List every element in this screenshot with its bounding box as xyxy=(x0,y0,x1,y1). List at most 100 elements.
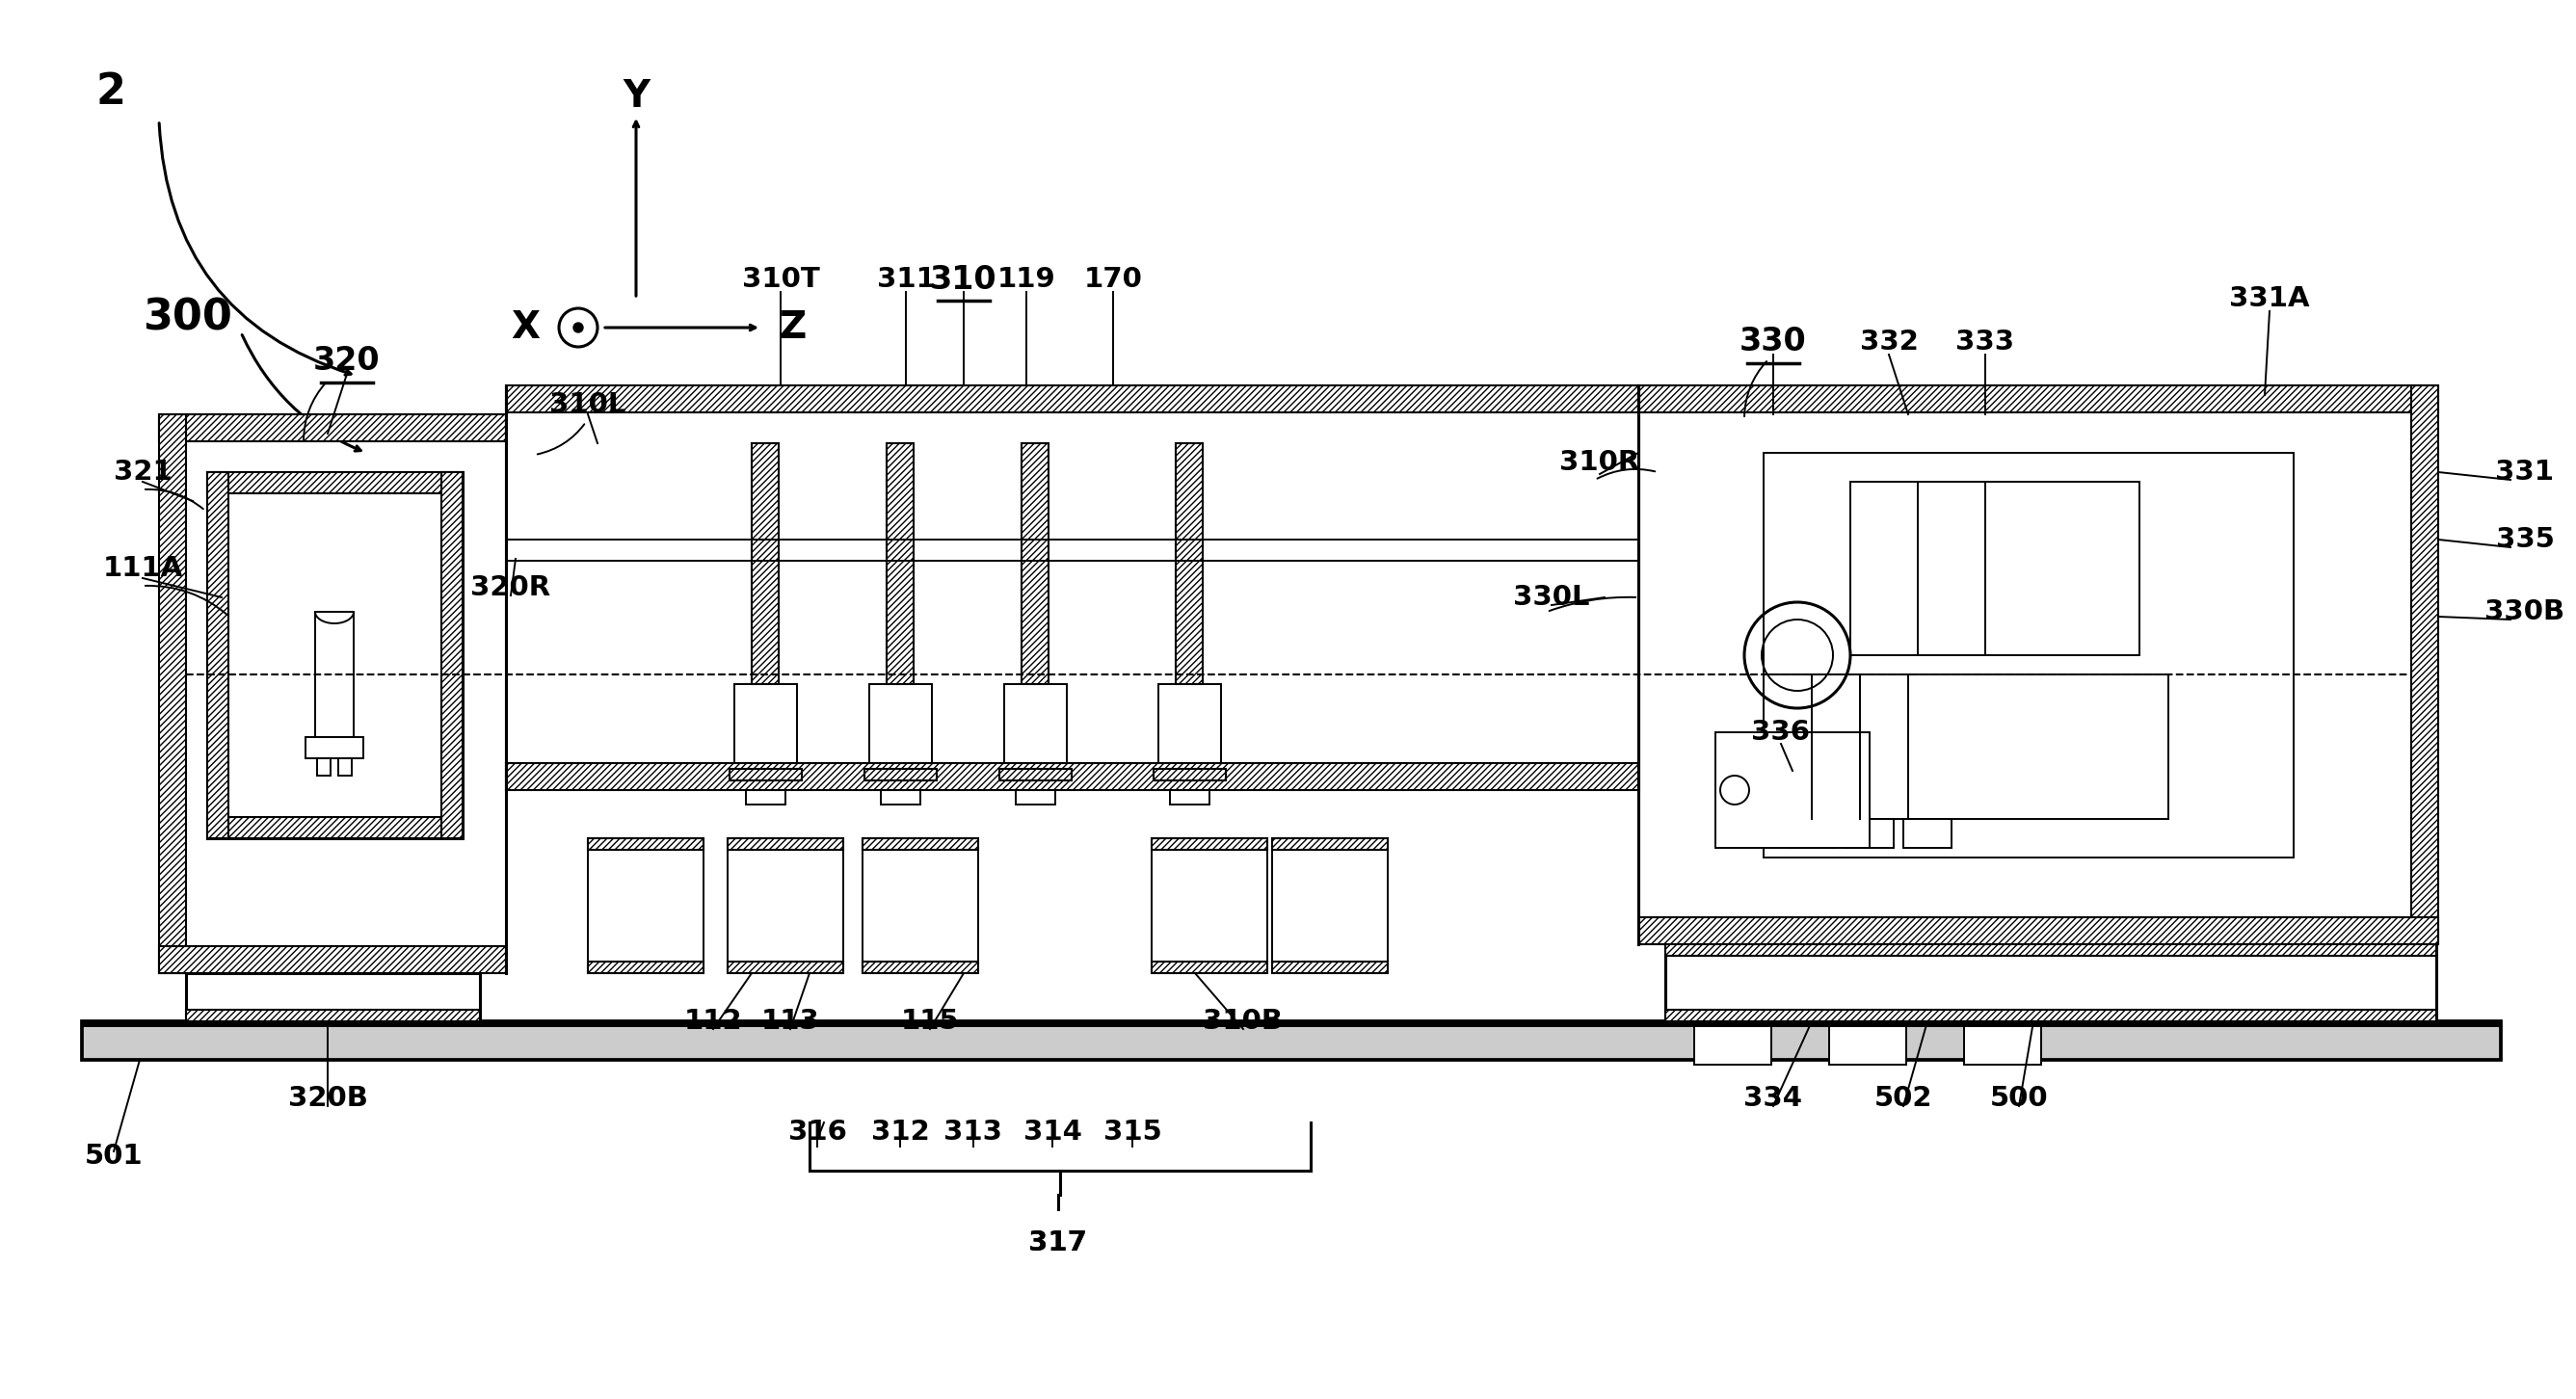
Bar xyxy=(1005,684,1066,781)
Bar xyxy=(999,769,1072,781)
Text: 315: 315 xyxy=(1103,1119,1162,1146)
Bar xyxy=(1765,453,2293,858)
Text: 331A: 331A xyxy=(2228,285,2311,312)
Text: 321: 321 xyxy=(113,459,173,485)
Text: 317: 317 xyxy=(1028,1230,1087,1256)
Bar xyxy=(160,414,505,441)
Text: 170: 170 xyxy=(1084,266,1141,292)
Bar xyxy=(160,414,185,974)
Bar xyxy=(1664,1010,2437,1021)
Text: 502: 502 xyxy=(1875,1084,1932,1112)
Text: 320: 320 xyxy=(314,346,381,378)
Bar xyxy=(868,684,933,781)
Text: 333: 333 xyxy=(1955,329,2014,355)
Bar xyxy=(1175,443,1203,684)
Bar xyxy=(1151,838,1267,974)
Bar xyxy=(726,961,842,974)
Text: 310R: 310R xyxy=(1558,449,1641,476)
Bar xyxy=(1765,674,2169,818)
Text: X: X xyxy=(510,309,541,346)
Text: 310T: 310T xyxy=(742,266,819,292)
Bar xyxy=(160,946,505,974)
Bar xyxy=(314,611,353,737)
Bar xyxy=(1844,818,1893,848)
Bar xyxy=(881,781,920,804)
Bar xyxy=(1151,961,1267,974)
Text: 332: 332 xyxy=(1860,329,1919,355)
Text: 111A: 111A xyxy=(103,555,183,582)
Bar xyxy=(206,471,464,838)
Bar xyxy=(2411,385,2439,944)
Text: 336: 336 xyxy=(1752,719,1811,746)
Bar xyxy=(1829,1021,1906,1065)
Text: 320R: 320R xyxy=(471,574,551,602)
Text: 313: 313 xyxy=(943,1119,1002,1146)
Bar xyxy=(1788,818,1837,848)
Bar xyxy=(1664,944,2437,1021)
Text: 500: 500 xyxy=(1989,1084,2048,1112)
Bar xyxy=(1695,1021,1772,1065)
Bar xyxy=(726,838,842,849)
Bar xyxy=(1638,918,2439,944)
Text: 2: 2 xyxy=(95,71,126,112)
Bar xyxy=(1850,481,2141,655)
Bar xyxy=(1963,1021,2040,1065)
Text: Z: Z xyxy=(778,309,806,346)
Text: 335: 335 xyxy=(2496,526,2555,553)
Bar xyxy=(866,769,938,781)
Text: 501: 501 xyxy=(85,1143,142,1170)
Bar xyxy=(82,1021,2501,1060)
Bar xyxy=(863,838,979,974)
Text: 311: 311 xyxy=(876,266,935,292)
Text: 330B: 330B xyxy=(2486,599,2566,625)
Text: 334: 334 xyxy=(1744,1084,1803,1112)
Circle shape xyxy=(574,323,582,333)
Text: 331: 331 xyxy=(2496,459,2555,485)
Bar xyxy=(1151,838,1267,849)
Bar xyxy=(1273,961,1388,974)
Bar xyxy=(863,838,979,849)
Bar xyxy=(729,769,801,781)
Bar xyxy=(1638,385,2439,413)
Text: 310L: 310L xyxy=(549,392,626,418)
Bar xyxy=(185,1010,479,1021)
Text: 314: 314 xyxy=(1023,1119,1082,1146)
Bar xyxy=(440,471,464,838)
Bar xyxy=(1716,732,1870,848)
Bar xyxy=(1273,838,1388,974)
Text: 320B: 320B xyxy=(289,1084,368,1112)
Bar xyxy=(505,762,1638,790)
Bar xyxy=(587,838,703,849)
Text: 317: 317 xyxy=(1028,1230,1087,1256)
Bar xyxy=(206,817,464,838)
Text: 115: 115 xyxy=(902,1007,958,1035)
Text: 113: 113 xyxy=(760,1007,819,1035)
Text: 330: 330 xyxy=(1739,326,1806,358)
Bar xyxy=(337,758,353,775)
Text: Y: Y xyxy=(623,78,649,115)
Text: 330L: 330L xyxy=(1512,583,1589,611)
Bar xyxy=(886,443,914,684)
Bar xyxy=(1159,684,1221,781)
Bar xyxy=(1904,818,1953,848)
Bar xyxy=(1015,781,1056,804)
Bar xyxy=(752,443,778,684)
Text: 312: 312 xyxy=(871,1119,930,1146)
Bar xyxy=(587,838,703,974)
Bar xyxy=(863,961,979,974)
Bar xyxy=(206,471,464,494)
Bar xyxy=(587,961,703,974)
Bar xyxy=(1273,838,1388,849)
Bar xyxy=(734,684,796,781)
Text: 316: 316 xyxy=(788,1119,848,1146)
Text: 310B: 310B xyxy=(1203,1007,1283,1035)
Text: 112: 112 xyxy=(685,1007,742,1035)
Bar xyxy=(1023,443,1048,684)
Bar xyxy=(185,974,479,1021)
Bar xyxy=(1154,769,1226,781)
Bar xyxy=(1170,781,1211,804)
Bar xyxy=(317,758,330,775)
Bar xyxy=(1664,944,2437,956)
Text: 119: 119 xyxy=(997,266,1056,292)
Text: 310: 310 xyxy=(930,263,997,295)
